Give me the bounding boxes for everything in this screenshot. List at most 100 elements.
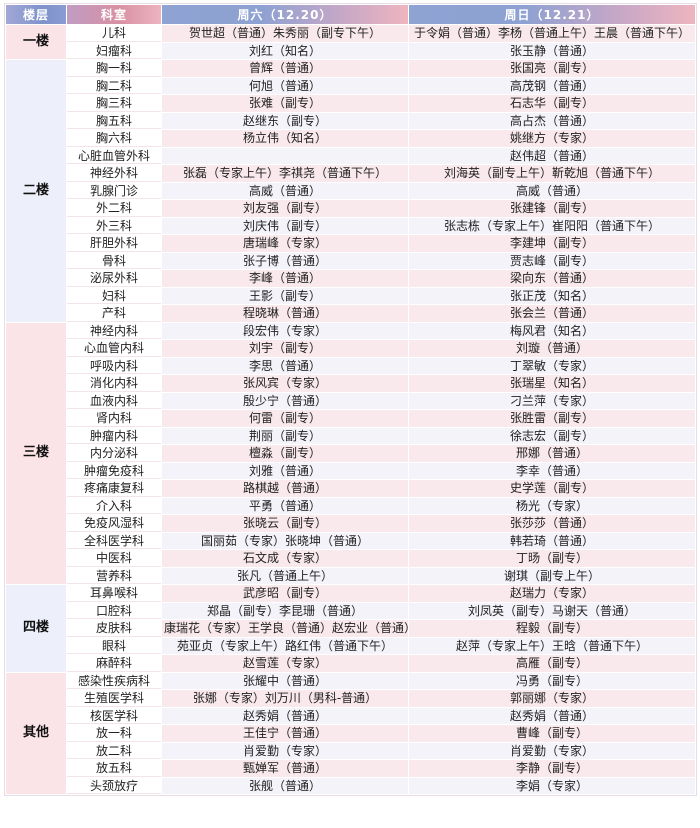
schedule-cell-sunday: 张建锋（副专） — [409, 200, 695, 217]
schedule-cell-sunday: 李静（副专） — [409, 760, 695, 777]
schedule-cell-sunday: 丁旸（副专） — [409, 550, 695, 567]
schedule-cell-sunday: 赵萍（专家上午）王晗（普通下午） — [409, 637, 695, 654]
table-row: 妇瘤科 刘红（知名） 张玉静（普通） — [6, 42, 695, 59]
header-sunday: 周日（12.21） — [409, 5, 695, 24]
department-cell: 胸五科 — [67, 112, 161, 129]
schedule-cell-sunday: 张国亮（副专） — [409, 60, 695, 77]
table-row: 营养科 张凡（普通上午） 谢琪（副专上午） — [6, 567, 695, 584]
schedule-cell-saturday: 张耀中（普通） — [162, 672, 408, 689]
schedule-cell-sunday: 郭丽娜（专家） — [409, 690, 695, 707]
table-row: 一楼 儿科 贺世超（普通）朱秀丽（副专下午） 于令娟（普通）李杨（普通上午）王晨（普通… — [6, 25, 695, 59]
table-row: 其他 感染性疾病科 张耀中（普通） 冯勇（副专） — [6, 672, 695, 794]
floor-label: 二楼 — [6, 60, 66, 322]
table-row: 肿瘤内科 荆丽（副专） 徐志宏（副专） — [6, 427, 695, 444]
department-cell: 内分泌科 — [67, 445, 161, 462]
table-row: 四楼 耳鼻喉科 武彦昭（副专） 赵瑞力（专家） — [6, 585, 695, 672]
schedule-cell-sunday: 李娟（专家） — [409, 777, 695, 794]
department-cell: 中医科 — [67, 550, 161, 567]
department-cell: 胸六科 — [67, 130, 161, 147]
hospital-schedule-table: 楼层 科室 周六（12.20） 周日（12.21） 一楼 儿科 贺世超（普通）朱秀丽… — [4, 3, 697, 796]
department-cell: 泌尿外科 — [67, 270, 161, 287]
table-row: 生殖医学科 张娜（专家）刘万川（男科-普通） 郭丽娜（专家） — [6, 690, 695, 707]
schedule-cell-sunday: 谢琪（副专上午） — [409, 567, 695, 584]
schedule-cell-sunday: 姚继方（专家） — [409, 130, 695, 147]
table-row: 胸六科 杨立伟（知名） 姚继方（专家） — [6, 130, 695, 147]
department-cell: 骨科 — [67, 252, 161, 269]
table-row: 呼吸内科 李思（普通） 丁翠敏（专家） — [6, 357, 695, 374]
schedule-cell-saturday: 张凡（普通上午） — [162, 567, 408, 584]
table-row: 心脏血管外科 赵伟超（普通） — [6, 147, 695, 164]
department-cell: 耳鼻喉科 — [67, 585, 161, 602]
schedule-cell-sunday: 张胜雷（副专） — [409, 410, 695, 427]
department-cell: 疼痛康复科 — [67, 480, 161, 497]
floor-label: 一楼 — [6, 25, 66, 59]
schedule-cell-saturday: 杨立伟（知名） — [162, 130, 408, 147]
schedule-cell-saturday — [162, 147, 408, 164]
schedule-cell-saturday: 肖爱勤（专家） — [162, 742, 408, 759]
department-cell: 麻醉科 — [67, 655, 161, 672]
table-row: 麻醉科 赵雪莲（专家） 高雁（副专） — [6, 655, 695, 672]
table-row: 胸三科 张难（副专） 石志华（副专） — [6, 95, 695, 112]
header-saturday: 周六（12.20） — [162, 5, 408, 24]
schedule-cell-sunday: 刘璇（普通） — [409, 340, 695, 357]
schedule-cell-sunday: 刘海英（副专上午）靳乾旭（普通下午） — [409, 165, 695, 182]
table-row: 泌尿外科 李峰（普通） 梁向东（普通） — [6, 270, 695, 287]
schedule-cell-saturday: 唐瑞峰（专家） — [162, 235, 408, 252]
schedule-cell-saturday: 檀淼（副专） — [162, 445, 408, 462]
schedule-cell-saturday: 程晓琳（普通） — [162, 305, 408, 322]
department-cell: 妇科 — [67, 287, 161, 304]
schedule-cell-saturday: 何旭（普通） — [162, 77, 408, 94]
schedule-cell-sunday: 张志栋（专家上午）崔阳阳（普通下午） — [409, 217, 695, 234]
schedule-table-body: 一楼 儿科 贺世超（普通）朱秀丽（副专下午） 于令娟（普通）李杨（普通上午）王晨（普通… — [6, 25, 695, 794]
schedule-cell-saturday: 刘红（知名） — [162, 42, 408, 59]
schedule-cell-sunday: 贾志峰（副专） — [409, 252, 695, 269]
table-row: 中医科 石文成（专家） 丁旸（副专） — [6, 550, 695, 567]
table-row: 核医学科 赵秀娟（普通） 赵秀娟（普通） — [6, 707, 695, 724]
schedule-cell-saturday: 苑亚贞（专家上午）路红伟（普通下午） — [162, 637, 408, 654]
department-cell: 放二科 — [67, 742, 161, 759]
schedule-cell-saturday: 康瑞花（专家）王学良（普通）赵宏业（普通） — [162, 620, 408, 637]
schedule-cell-sunday: 史学莲（副专） — [409, 480, 695, 497]
table-row: 肝胆外科 唐瑞峰（专家） 李建坤（副专） — [6, 235, 695, 252]
table-row: 免疫风湿科 张晓云（副专） 张莎莎（普通） — [6, 515, 695, 532]
schedule-cell-sunday: 赵瑞力（专家） — [409, 585, 695, 602]
table-row: 妇科 王影（副专） 张正茂（知名） — [6, 287, 695, 304]
schedule-cell-saturday: 贺世超（普通）朱秀丽（副专下午） — [162, 25, 408, 42]
schedule-cell-sunday: 徐志宏（副专） — [409, 427, 695, 444]
schedule-cell-sunday: 高占杰（普通） — [409, 112, 695, 129]
schedule-cell-saturday: 郑晶（副专）李昆珊（普通） — [162, 602, 408, 619]
schedule-cell-saturday: 王佳宁（普通） — [162, 725, 408, 742]
schedule-cell-saturday: 王影（副专） — [162, 287, 408, 304]
table-row: 介入科 平勇（普通） 杨光（专家） — [6, 497, 695, 514]
schedule-cell-saturday: 高威（普通） — [162, 182, 408, 199]
schedule-cell-saturday: 赵继东（副专） — [162, 112, 408, 129]
table-row: 消化内科 张风宾（专家） 张瑞星（知名） — [6, 375, 695, 392]
department-cell: 呼吸内科 — [67, 357, 161, 374]
schedule-cell-saturday: 平勇（普通） — [162, 497, 408, 514]
schedule-cell-saturday: 张娜（专家）刘万川（男科-普通） — [162, 690, 408, 707]
schedule-cell-saturday: 张晓云（副专） — [162, 515, 408, 532]
department-cell: 外三科 — [67, 217, 161, 234]
department-cell: 肿瘤免疫科 — [67, 462, 161, 479]
schedule-cell-saturday: 张风宾（专家） — [162, 375, 408, 392]
department-cell: 全科医学科 — [67, 532, 161, 549]
floor-label: 三楼 — [6, 322, 66, 584]
schedule-cell-saturday: 段宏伟（专家） — [162, 322, 408, 339]
schedule-cell-saturday: 甄婵军（普通） — [162, 760, 408, 777]
department-cell: 头颈放疗 — [67, 777, 161, 794]
floor-label: 四楼 — [6, 585, 66, 672]
table-row: 外二科 刘友强（副专） 张建锋（副专） — [6, 200, 695, 217]
department-cell: 营养科 — [67, 567, 161, 584]
schedule-cell-saturday: 武彦昭（副专） — [162, 585, 408, 602]
department-cell: 乳腺门诊 — [67, 182, 161, 199]
schedule-cell-saturday: 石文成（专家） — [162, 550, 408, 567]
department-cell: 心脏血管外科 — [67, 147, 161, 164]
department-cell: 肾内科 — [67, 410, 161, 427]
department-cell: 胸一科 — [67, 60, 161, 77]
header-department: 科室 — [67, 5, 161, 24]
schedule-cell-sunday: 赵秀娟（普通） — [409, 707, 695, 724]
schedule-cell-saturday: 张磊（专家上午）李祺尧（普通下午） — [162, 165, 408, 182]
schedule-cell-saturday: 曾辉（普通） — [162, 60, 408, 77]
schedule-cell-sunday: 高茂钢（普通） — [409, 77, 695, 94]
table-row: 三楼 神经内科 段宏伟（专家） 梅风君（知名） — [6, 322, 695, 584]
